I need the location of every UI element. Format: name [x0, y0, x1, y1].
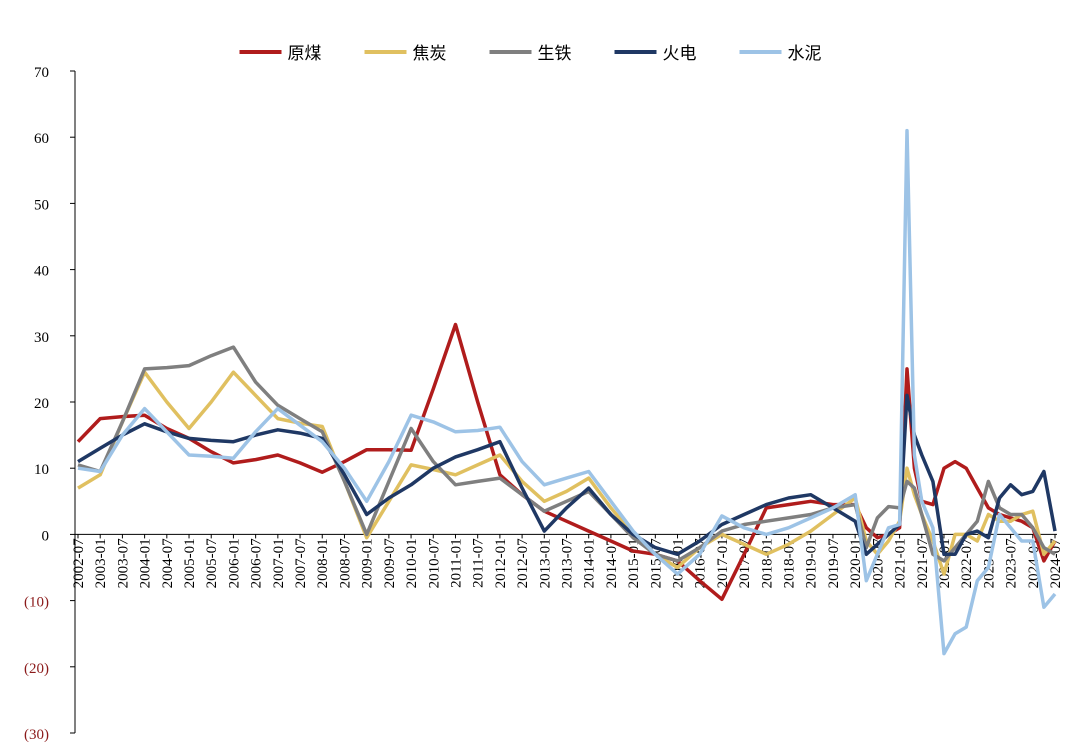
x-tick-label: 2008-01: [315, 538, 331, 588]
x-tick-label: 2003-07: [115, 538, 131, 588]
y-tick-label: 20: [34, 396, 49, 412]
x-tick-label: 2018-01: [759, 538, 775, 588]
x-tick-label: 2009-07: [382, 538, 398, 588]
series-line: [77, 370, 1057, 576]
x-tick-label: 2013-01: [537, 538, 553, 588]
x-tick-label: 2012-07: [515, 538, 531, 588]
x-tick-label: 2023-07: [1004, 538, 1020, 588]
y-tick-label: 10: [34, 462, 49, 478]
x-tick-label: 2014-01: [582, 538, 598, 588]
x-tick-label: 2019-07: [826, 538, 842, 588]
y-tick-label: 40: [34, 264, 49, 280]
x-tick-label: 2020-01: [848, 538, 864, 588]
y-tick-label: 60: [34, 131, 49, 147]
x-tick-label: 2004-01: [138, 538, 154, 588]
x-tick-label: 2015-01: [626, 538, 642, 588]
legend-label: 原煤: [288, 44, 322, 64]
legend-label: 焦炭: [413, 44, 447, 64]
x-tick-label: 2021-01: [893, 538, 909, 588]
x-tick-label: 2012-01: [493, 538, 509, 588]
y-tick-label: 30: [34, 330, 49, 346]
x-tick-label: 2011-01: [448, 538, 464, 587]
x-tick-label: 2017-07: [737, 538, 753, 588]
x-tick-label: 2009-01: [360, 538, 376, 588]
series-line: [77, 393, 1057, 557]
x-tick-label: 2005-07: [204, 538, 220, 588]
y-tick-label: 0: [42, 528, 50, 544]
x-tick-label: 2014-07: [604, 538, 620, 588]
y-tick-label: (20): [24, 661, 49, 677]
x-tick-label: 2005-01: [182, 538, 198, 588]
x-tick-label: 2013-07: [560, 538, 576, 588]
x-tick-label: 2007-07: [293, 538, 309, 588]
series-line: [77, 128, 1057, 656]
x-tick-label: 2004-07: [160, 538, 176, 588]
x-tick-label: 2018-07: [782, 538, 798, 588]
x-tick-label: 2007-01: [271, 538, 287, 588]
legend-label: 水泥: [788, 44, 822, 64]
x-tick-label: 2017-01: [715, 538, 731, 588]
y-tick-label: (30): [24, 727, 49, 743]
y-tick-label: (10): [24, 595, 49, 611]
legend-label: 火电: [663, 44, 697, 64]
legend-label: 生铁: [538, 44, 572, 64]
x-tick-label: 2022-07: [959, 538, 975, 588]
series-line: [77, 345, 1056, 563]
x-tick-label: 2008-07: [337, 538, 353, 588]
x-tick-label: 2006-01: [226, 538, 242, 588]
x-tick-label: 2002-07: [71, 538, 87, 588]
y-tick-label: 70: [34, 65, 49, 81]
x-tick-label: 2021-07: [915, 538, 931, 588]
x-tick-label: 2006-07: [249, 538, 265, 588]
x-tick-label: 2010-07: [426, 538, 442, 588]
x-tick-label: 2003-01: [93, 538, 109, 588]
y-tick-label: 50: [34, 197, 49, 213]
x-tick-label: 2010-01: [404, 538, 420, 588]
x-tick-label: 2019-01: [804, 538, 820, 588]
x-tick-label: 2011-07: [471, 538, 487, 588]
